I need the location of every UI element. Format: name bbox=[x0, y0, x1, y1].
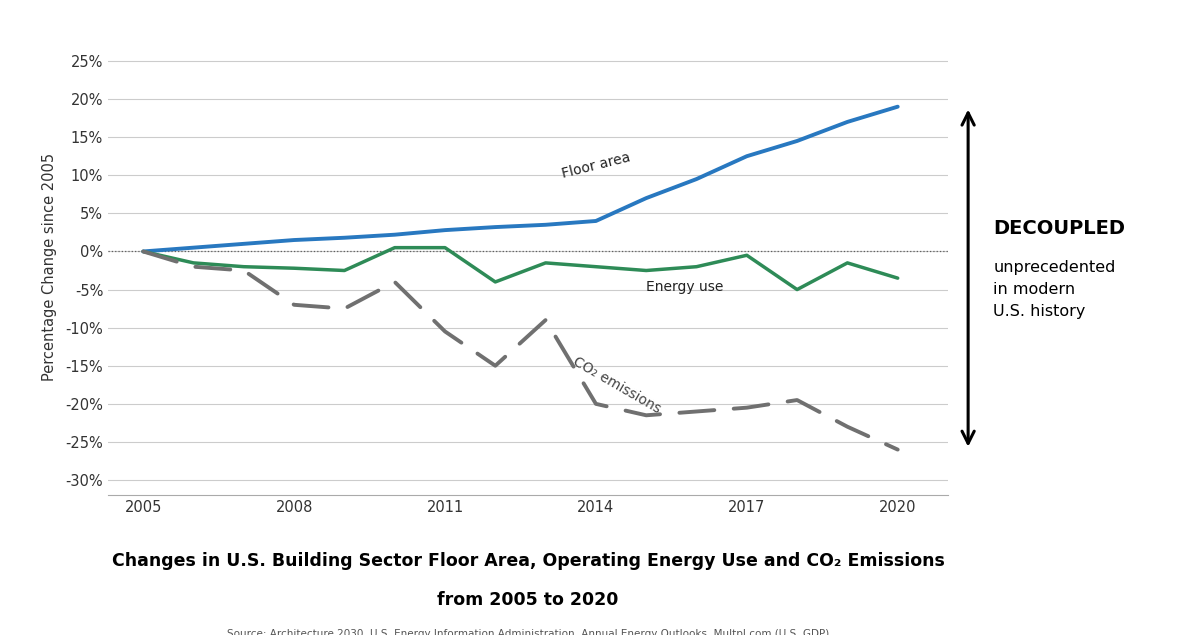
Text: Source: Architecture 2030, U.S. Energy Information Administration, Annual Energy: Source: Architecture 2030, U.S. Energy I… bbox=[227, 629, 829, 635]
Text: DECOUPLED: DECOUPLED bbox=[994, 219, 1126, 238]
Text: unprecedented
in modern
U.S. history: unprecedented in modern U.S. history bbox=[994, 260, 1116, 319]
Y-axis label: Percentage Change since 2005: Percentage Change since 2005 bbox=[42, 152, 56, 381]
Text: from 2005 to 2020: from 2005 to 2020 bbox=[437, 591, 619, 608]
Text: Changes in U.S. Building Sector Floor Area, Operating Energy Use and CO₂ Emissio: Changes in U.S. Building Sector Floor Ar… bbox=[112, 552, 944, 570]
Text: CO₂ emissions: CO₂ emissions bbox=[571, 354, 664, 416]
Text: Energy use: Energy use bbox=[647, 281, 724, 295]
Text: Floor area: Floor area bbox=[560, 150, 632, 180]
